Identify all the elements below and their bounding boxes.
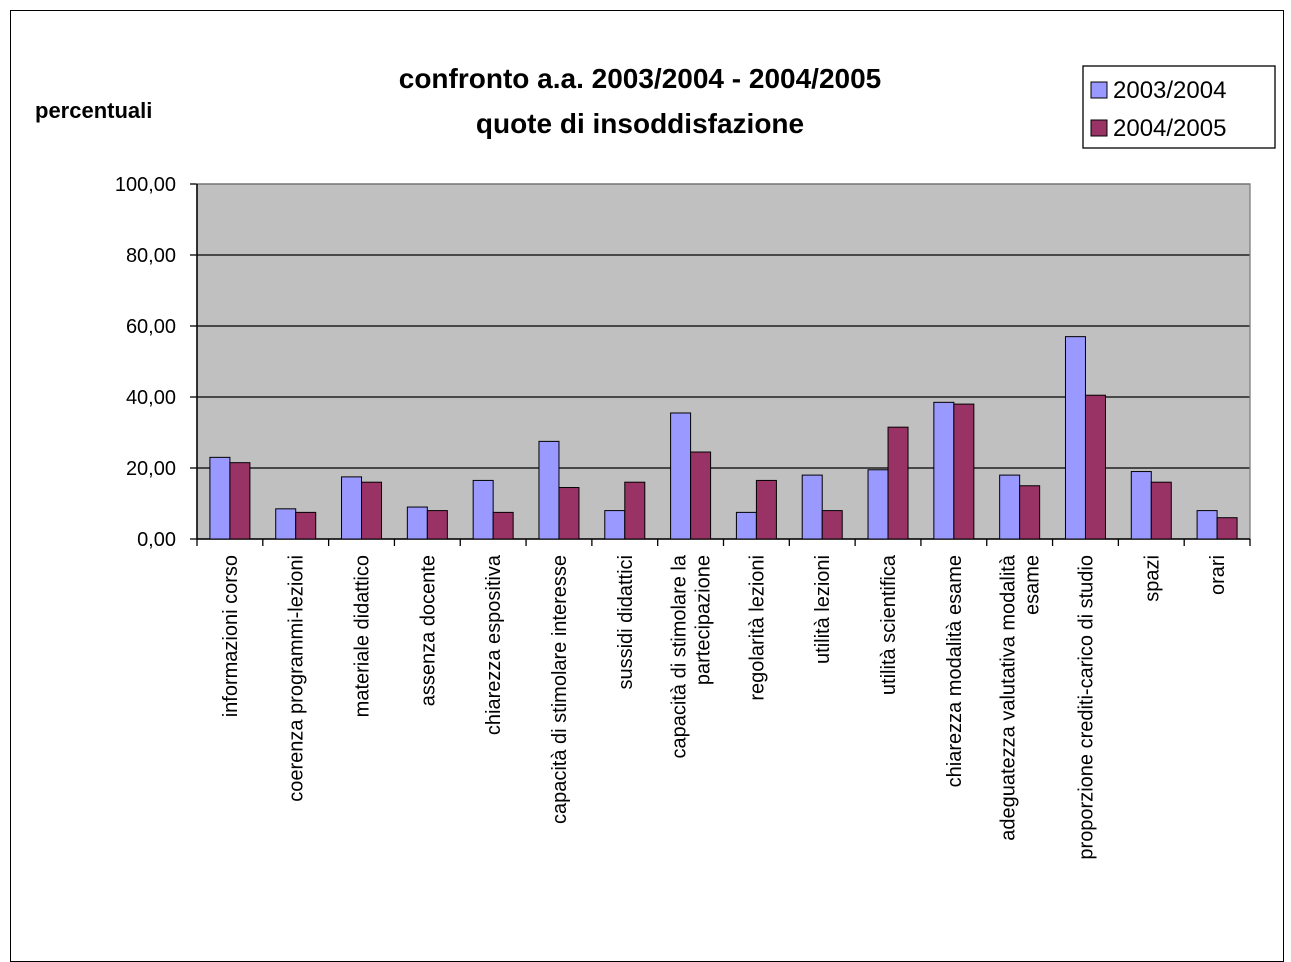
bar-2004-2005 xyxy=(1150,481,1172,540)
x-category-label: utilità scientifica xyxy=(878,554,900,695)
bar-2004-2005 xyxy=(1216,517,1238,540)
bar-2004-2005 xyxy=(295,511,317,540)
legend-label: 2003/2004 xyxy=(1113,77,1226,104)
x-category-label-line: informazioni corso xyxy=(220,555,242,717)
x-category-label: assenza docente xyxy=(417,555,439,706)
x-category-label: spazi xyxy=(1141,555,1163,602)
x-category-label: orari xyxy=(1207,555,1229,595)
bar-2004-2005 xyxy=(1019,485,1041,540)
x-category-label: sussidi didattici xyxy=(615,555,637,690)
bar-2004-2005 xyxy=(624,481,646,540)
chart-title-line-1: confronto a.a. 2003/2004 - 2004/2005 xyxy=(399,63,882,94)
x-category-label-line: chiarezza modalità esame xyxy=(944,555,966,787)
y-tick-label: 20,00 xyxy=(126,458,176,480)
legend: 2003/2004 2004/2005 xyxy=(1082,65,1276,149)
bar-2003-2004 xyxy=(209,456,231,540)
x-category-label-line: assenza docente xyxy=(417,555,439,706)
x-category-label-line: capacità di stimolare la xyxy=(669,554,691,758)
legend-box xyxy=(1082,65,1276,149)
plot-area: 0,00 20,00 40,00 60,00 80,00 100,00 informazio… xyxy=(115,174,1251,860)
bar-2004-2005 xyxy=(361,481,383,540)
bar-2003-2004 xyxy=(735,511,757,540)
bar-2004-2005 xyxy=(755,479,777,540)
bar-2004-2005 xyxy=(426,510,448,540)
bar-2004-2005 xyxy=(229,462,251,540)
x-category-label: proporzione crediti-carico di studio xyxy=(1075,555,1097,860)
legend-swatch xyxy=(1090,119,1108,137)
x-category-label: capacità di stimolare interesse xyxy=(549,555,571,824)
bar-2003-2004 xyxy=(538,440,560,540)
bar-2003-2004 xyxy=(1130,471,1152,540)
x-category-label-line: spazi xyxy=(1141,555,1163,602)
x-category-label: capacità di stimolare la partecipazione xyxy=(669,554,715,758)
y-tick-label: 40,00 xyxy=(126,387,176,409)
x-category-label-line: orari xyxy=(1207,555,1229,595)
y-tick-label: 100,00 xyxy=(115,174,176,196)
bar-2003-2004 xyxy=(406,506,428,540)
x-category-label: informazioni corso xyxy=(220,555,242,717)
x-category-label-line: sussidi didattici xyxy=(615,555,637,690)
bar-2003-2004 xyxy=(472,479,494,540)
x-category-label-line: partecipazione xyxy=(693,555,715,685)
bar-2003-2004 xyxy=(604,510,626,540)
bar-2004-2005 xyxy=(1084,394,1106,540)
x-category-label-line: capacità di stimolare interesse xyxy=(549,555,571,824)
bar-2004-2005 xyxy=(690,451,712,540)
y-tick-label: 60,00 xyxy=(126,316,176,338)
bar-2003-2004 xyxy=(275,508,297,540)
x-category-label: chiarezza espositiva xyxy=(483,554,505,735)
legend-label: 2004/2005 xyxy=(1113,115,1226,142)
x-category-label: adeguatezza valutativa modalità esame xyxy=(998,554,1044,841)
chart-title-line-2: quote di insoddisfazione xyxy=(476,108,804,139)
x-category-label: coerenza programmi-lezioni xyxy=(286,555,308,802)
bar-2004-2005 xyxy=(558,487,580,540)
bar-2003-2004 xyxy=(1196,510,1218,540)
x-category-label: regolarità lezioni xyxy=(746,555,768,701)
x-category-label-line: utilità lezioni xyxy=(812,555,834,664)
bar-2003-2004 xyxy=(341,476,363,540)
x-category-label-line: adeguatezza valutativa modalità xyxy=(998,554,1020,841)
bar-2003-2004 xyxy=(933,401,955,540)
x-category-label: chiarezza modalità esame xyxy=(944,555,966,787)
bar-2004-2005 xyxy=(821,510,843,540)
x-category-label-line: utilità scientifica xyxy=(878,554,900,695)
bar-2003-2004 xyxy=(801,474,823,540)
bar-2003-2004 xyxy=(1064,336,1086,540)
bar-2004-2005 xyxy=(492,511,514,540)
y-axis-label: percentuali xyxy=(35,98,152,123)
bar-2003-2004 xyxy=(999,474,1021,540)
x-category-label-line: esame xyxy=(1022,555,1044,615)
y-tick-label: 80,00 xyxy=(126,245,176,267)
bar-2003-2004 xyxy=(867,469,889,540)
x-category-label-line: chiarezza espositiva xyxy=(483,554,505,735)
x-category-label: materiale didattico xyxy=(352,555,374,717)
x-category-label-line: proporzione crediti-carico di studio xyxy=(1075,555,1097,860)
y-tick-label: 0,00 xyxy=(137,529,176,551)
bar-2004-2005 xyxy=(887,426,909,540)
x-category-label-line: coerenza programmi-lezioni xyxy=(286,555,308,802)
x-category-label-line: materiale didattico xyxy=(352,555,374,717)
legend-swatch xyxy=(1090,81,1108,99)
x-category-label: utilità lezioni xyxy=(812,555,834,664)
bar-2003-2004 xyxy=(670,412,692,540)
x-category-label-line: regolarità lezioni xyxy=(746,555,768,701)
bar-2004-2005 xyxy=(953,403,975,540)
